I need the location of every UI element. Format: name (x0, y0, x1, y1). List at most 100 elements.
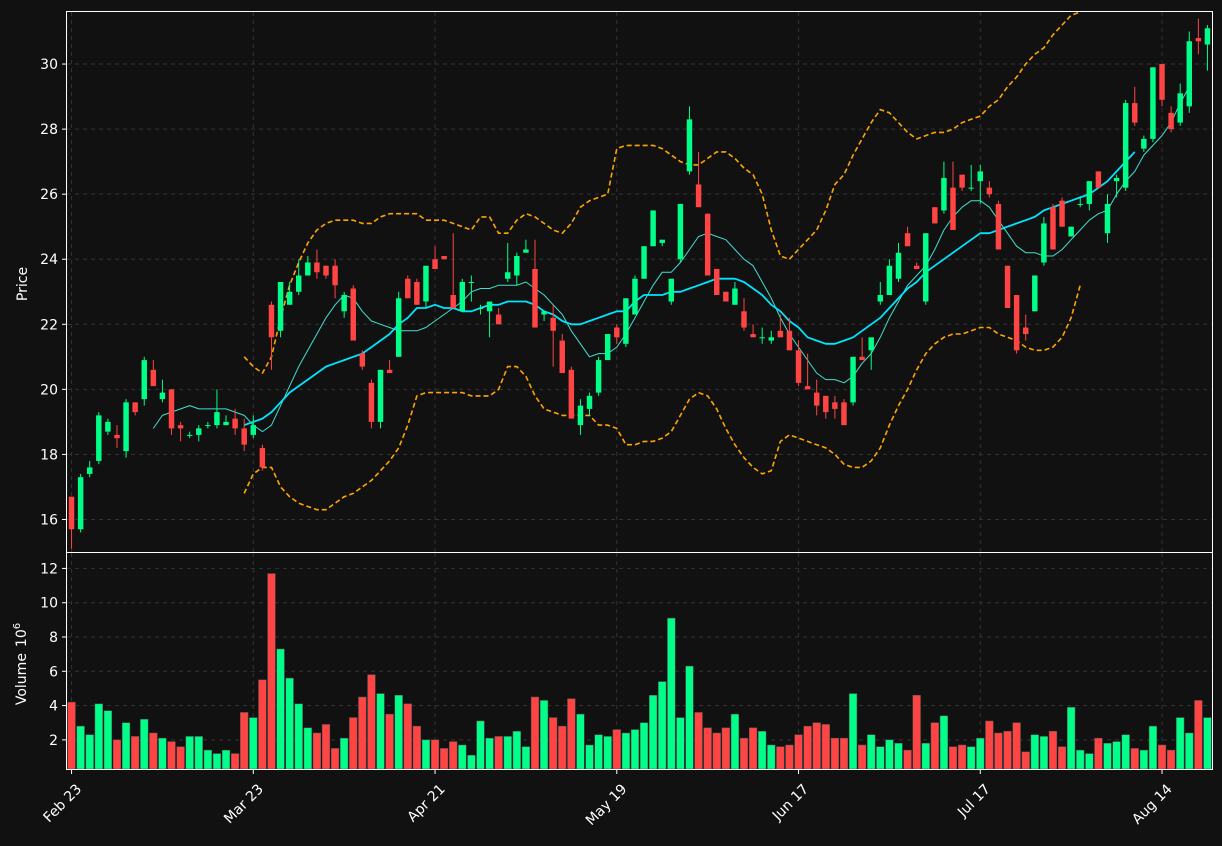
price-panel: 16 18 20 22 24 26 28 30 Price (15, 11, 1213, 553)
volume-bar (121, 722, 131, 770)
volume-bar (1030, 734, 1039, 770)
candle-body (614, 327, 620, 338)
volume-bar (1048, 731, 1058, 770)
candle-body (550, 317, 556, 331)
candle-body (923, 233, 929, 302)
candle-body (332, 265, 338, 286)
candle-body (186, 434, 193, 436)
volume-label-text: Volume (14, 653, 30, 705)
candle-body (850, 356, 856, 403)
volume-bar (330, 748, 340, 770)
candle-body (786, 330, 793, 351)
volume-bar (848, 693, 858, 770)
candle-body (305, 262, 311, 276)
volume-bar (1094, 737, 1103, 770)
volume-bar (1130, 748, 1139, 770)
volume-axis-label: Volume 106 (12, 623, 30, 705)
candle-body (968, 187, 974, 189)
slow-moving-average-line (243, 151, 1136, 426)
volume-bar (1012, 722, 1021, 770)
candle-body (477, 308, 484, 310)
candle-body (196, 428, 202, 435)
candle-body (514, 255, 520, 276)
volume-bar (830, 737, 839, 770)
volume-bar (349, 717, 358, 770)
volume-bar (912, 695, 921, 770)
candle-body (132, 402, 138, 413)
candle-body (1150, 67, 1156, 139)
price-tick-label: 30 (40, 57, 58, 73)
volume-bar (521, 746, 531, 770)
candle-body (677, 203, 684, 260)
candle-body (932, 207, 938, 224)
candle-body (868, 337, 874, 351)
candle-body (1168, 112, 1174, 130)
candle-body (386, 369, 393, 374)
volume-bar (285, 677, 294, 770)
candle-body (659, 239, 665, 243)
volume-bar (1139, 749, 1148, 770)
candle-body (350, 288, 356, 341)
candle-body (604, 334, 611, 361)
volume-bar (1166, 749, 1176, 770)
candle-body (286, 291, 293, 305)
volume-tick-label: 10 (40, 596, 58, 612)
candle-body (86, 467, 93, 474)
candle-body (432, 259, 438, 269)
volume-bar (748, 727, 758, 770)
volume-bar (358, 696, 367, 770)
candle-body (686, 119, 693, 172)
candle-body (1059, 200, 1065, 227)
candle-body (1095, 171, 1102, 188)
candle-body (250, 425, 257, 435)
candle-body (1077, 203, 1083, 205)
candle-body (96, 415, 102, 461)
volume-bar (767, 744, 776, 770)
candle-body (323, 265, 329, 276)
price-axis-ticks: 16 18 20 22 24 26 28 30 (40, 57, 67, 528)
candle-body (959, 174, 965, 188)
volume-bar (1021, 751, 1030, 770)
volume-bar (249, 717, 258, 770)
price-tick-label: 20 (40, 382, 58, 398)
candle-body (1159, 64, 1165, 100)
volume-bar (785, 744, 794, 770)
volume-bar (176, 746, 185, 770)
candle-body (823, 395, 829, 413)
candle-body (941, 177, 947, 211)
volume-bar (294, 703, 303, 770)
price-tick-label: 18 (40, 447, 58, 463)
candle-body (741, 311, 747, 328)
price-grid (67, 12, 1212, 552)
volume-bar (140, 719, 149, 770)
candle-body (223, 421, 229, 426)
volume-bar (412, 725, 421, 770)
volume-bar (1176, 717, 1185, 770)
candle-body (1132, 103, 1138, 123)
moving-averages (152, 86, 1190, 433)
volume-bar (803, 725, 812, 770)
candle-body (795, 350, 802, 383)
volume-bar (712, 732, 721, 770)
volume-bar (821, 724, 830, 770)
candle-body (1068, 226, 1074, 237)
volume-bar (839, 737, 849, 770)
candle-body (986, 187, 993, 195)
candle-body (259, 447, 266, 468)
candle-body (68, 496, 75, 530)
volume-bar (558, 725, 567, 770)
candle-body (214, 412, 220, 426)
volume-bar (103, 710, 113, 770)
candle-body (532, 268, 538, 328)
candle-body (359, 353, 366, 367)
candle-body (832, 402, 838, 409)
volume-bar (340, 737, 349, 770)
volume-bar (921, 743, 930, 770)
volume-tick-label: 6 (49, 664, 58, 680)
candle-body (704, 213, 711, 276)
candle-body (505, 272, 511, 279)
candle-body (641, 246, 647, 279)
candle-body (904, 233, 911, 247)
